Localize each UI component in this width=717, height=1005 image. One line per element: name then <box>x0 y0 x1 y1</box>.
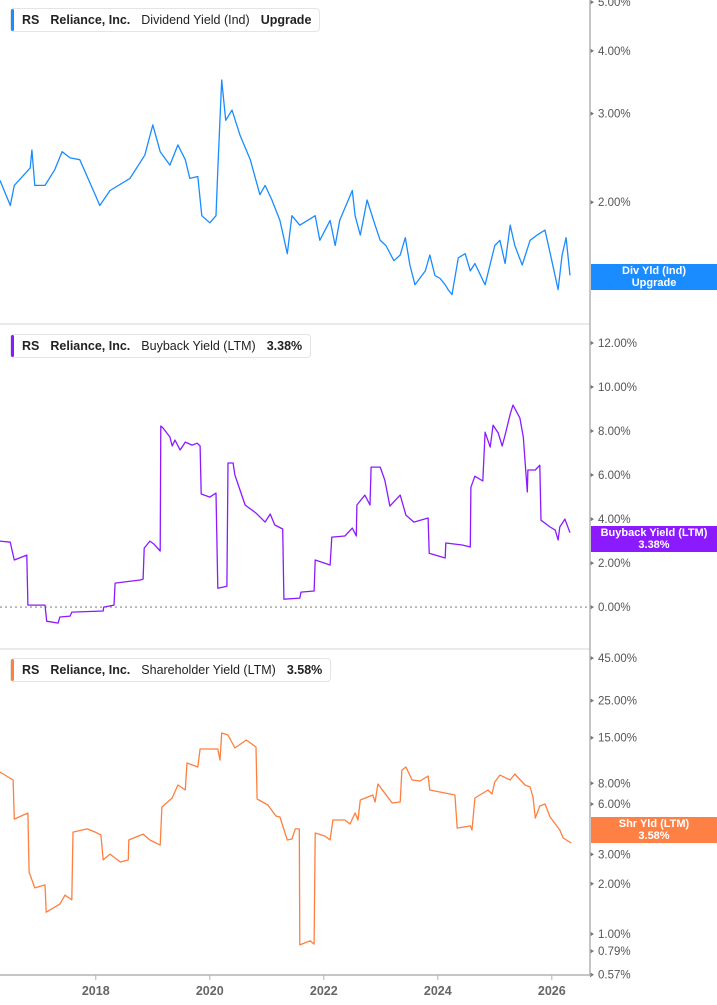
y-tick-label: 4.00% <box>598 514 631 526</box>
tag-label: Buyback Yield (LTM) <box>600 527 708 539</box>
last-value-tag-shareholder: Shr Yld (LTM) 3.58% <box>591 817 717 843</box>
y-tick-mark <box>590 604 594 610</box>
y-tick-mark <box>590 735 594 741</box>
y-tick-mark <box>590 48 594 54</box>
y-tick-label: 8.00% <box>598 778 631 790</box>
y-tick-label: 2.00% <box>598 879 631 891</box>
legend-value: 3.38% <box>266 339 303 353</box>
legend-ticker: RS <box>22 13 40 27</box>
series-color-swatch <box>11 659 14 681</box>
y-tick-label: 2.00% <box>598 197 631 209</box>
x-tick-label: 2020 <box>196 984 224 998</box>
panel-0: 5.00% 4.00% 3.00% 2.00% <box>0 0 631 325</box>
legend-buyback-yield[interactable]: RS Reliance, Inc. Buyback Yield (LTM) 3.… <box>10 334 312 358</box>
legend-metric: Shareholder Yield (LTM) <box>141 663 276 677</box>
y-tick-mark <box>590 948 594 954</box>
y-tick-mark <box>590 655 594 661</box>
y-tick-mark <box>590 698 594 704</box>
y-tick-mark <box>590 516 594 522</box>
x-tick-label: 2018 <box>82 984 110 998</box>
panel-1: 12.00% 10.00% 8.00% 6.00% 4.00% 2.00% 0.00% <box>0 338 637 650</box>
y-tick-mark <box>590 384 594 390</box>
legend-ticker: RS <box>22 663 40 677</box>
y-tick-label: 0.00% <box>598 602 631 614</box>
y-tick-mark <box>590 428 594 434</box>
y-tick-label: 25.00% <box>598 696 637 708</box>
legend-value: 3.58% <box>286 663 323 677</box>
y-tick-mark <box>590 340 594 346</box>
y-tick-label: 3.00% <box>598 109 631 121</box>
series-line <box>0 79 571 296</box>
legend-dividend-yield[interactable]: RS Reliance, Inc. Dividend Yield (Ind) U… <box>10 8 321 32</box>
y-tick-mark <box>590 801 594 807</box>
x-tick-label: 2024 <box>424 984 452 998</box>
legend-metric: Buyback Yield (LTM) <box>141 339 256 353</box>
tag-label: Shr Yld (LTM) <box>618 818 690 830</box>
y-tick-mark <box>590 780 594 786</box>
tag-label: Div Yld (Ind) <box>622 265 686 277</box>
y-tick-label: 0.57% <box>598 970 631 982</box>
legend-value[interactable]: Upgrade <box>260 13 312 27</box>
legend-metric: Dividend Yield (Ind) <box>141 13 250 27</box>
y-tick-mark <box>590 199 594 205</box>
y-tick-label: 1.00% <box>598 929 631 941</box>
last-value-tag-buyback: Buyback Yield (LTM) 3.38% <box>591 526 717 552</box>
y-tick-label: 10.00% <box>598 382 637 394</box>
y-tick-mark <box>590 0 594 5</box>
last-value-tag-dividend: Div Yld (Ind) Upgrade <box>591 264 717 290</box>
series-color-swatch <box>11 9 14 31</box>
y-tick-label: 6.00% <box>598 799 631 811</box>
y-tick-label: 5.00% <box>598 0 631 9</box>
legend-ticker: RS <box>22 339 40 353</box>
y-tick-label: 3.00% <box>598 849 631 861</box>
x-tick-label: 2022 <box>310 984 338 998</box>
x-tick-label: 2026 <box>538 984 566 998</box>
y-tick-mark <box>590 931 594 937</box>
y-tick-label: 8.00% <box>598 426 631 438</box>
legend-company: Reliance, Inc. <box>50 663 131 677</box>
y-tick-mark <box>590 972 594 978</box>
legend-company: Reliance, Inc. <box>50 13 131 27</box>
series-line <box>0 404 571 624</box>
tag-value: 3.58% <box>638 830 670 842</box>
tag-value: Upgrade <box>631 277 677 289</box>
panel-2: 45.00% 25.00% 15.00% 8.00% 6.00% 3.00% 2.00% 1.… <box>0 653 637 982</box>
y-tick-label: 45.00% <box>598 653 637 665</box>
y-tick-mark <box>590 851 594 857</box>
y-tick-mark <box>590 472 594 478</box>
y-tick-label: 4.00% <box>598 46 631 58</box>
y-tick-mark <box>590 560 594 566</box>
legend-shareholder-yield[interactable]: RS Reliance, Inc. Shareholder Yield (LTM… <box>10 658 332 682</box>
series-line <box>0 732 572 946</box>
y-tick-label: 2.00% <box>598 558 631 570</box>
y-tick-label: 15.00% <box>598 733 637 745</box>
y-tick-label: 12.00% <box>598 338 637 350</box>
y-tick-mark <box>590 111 594 117</box>
tag-value: 3.38% <box>638 539 670 551</box>
y-tick-mark <box>590 881 594 887</box>
y-tick-label: 0.79% <box>598 946 631 958</box>
series-color-swatch <box>11 335 14 357</box>
legend-company: Reliance, Inc. <box>50 339 131 353</box>
y-tick-label: 6.00% <box>598 470 631 482</box>
